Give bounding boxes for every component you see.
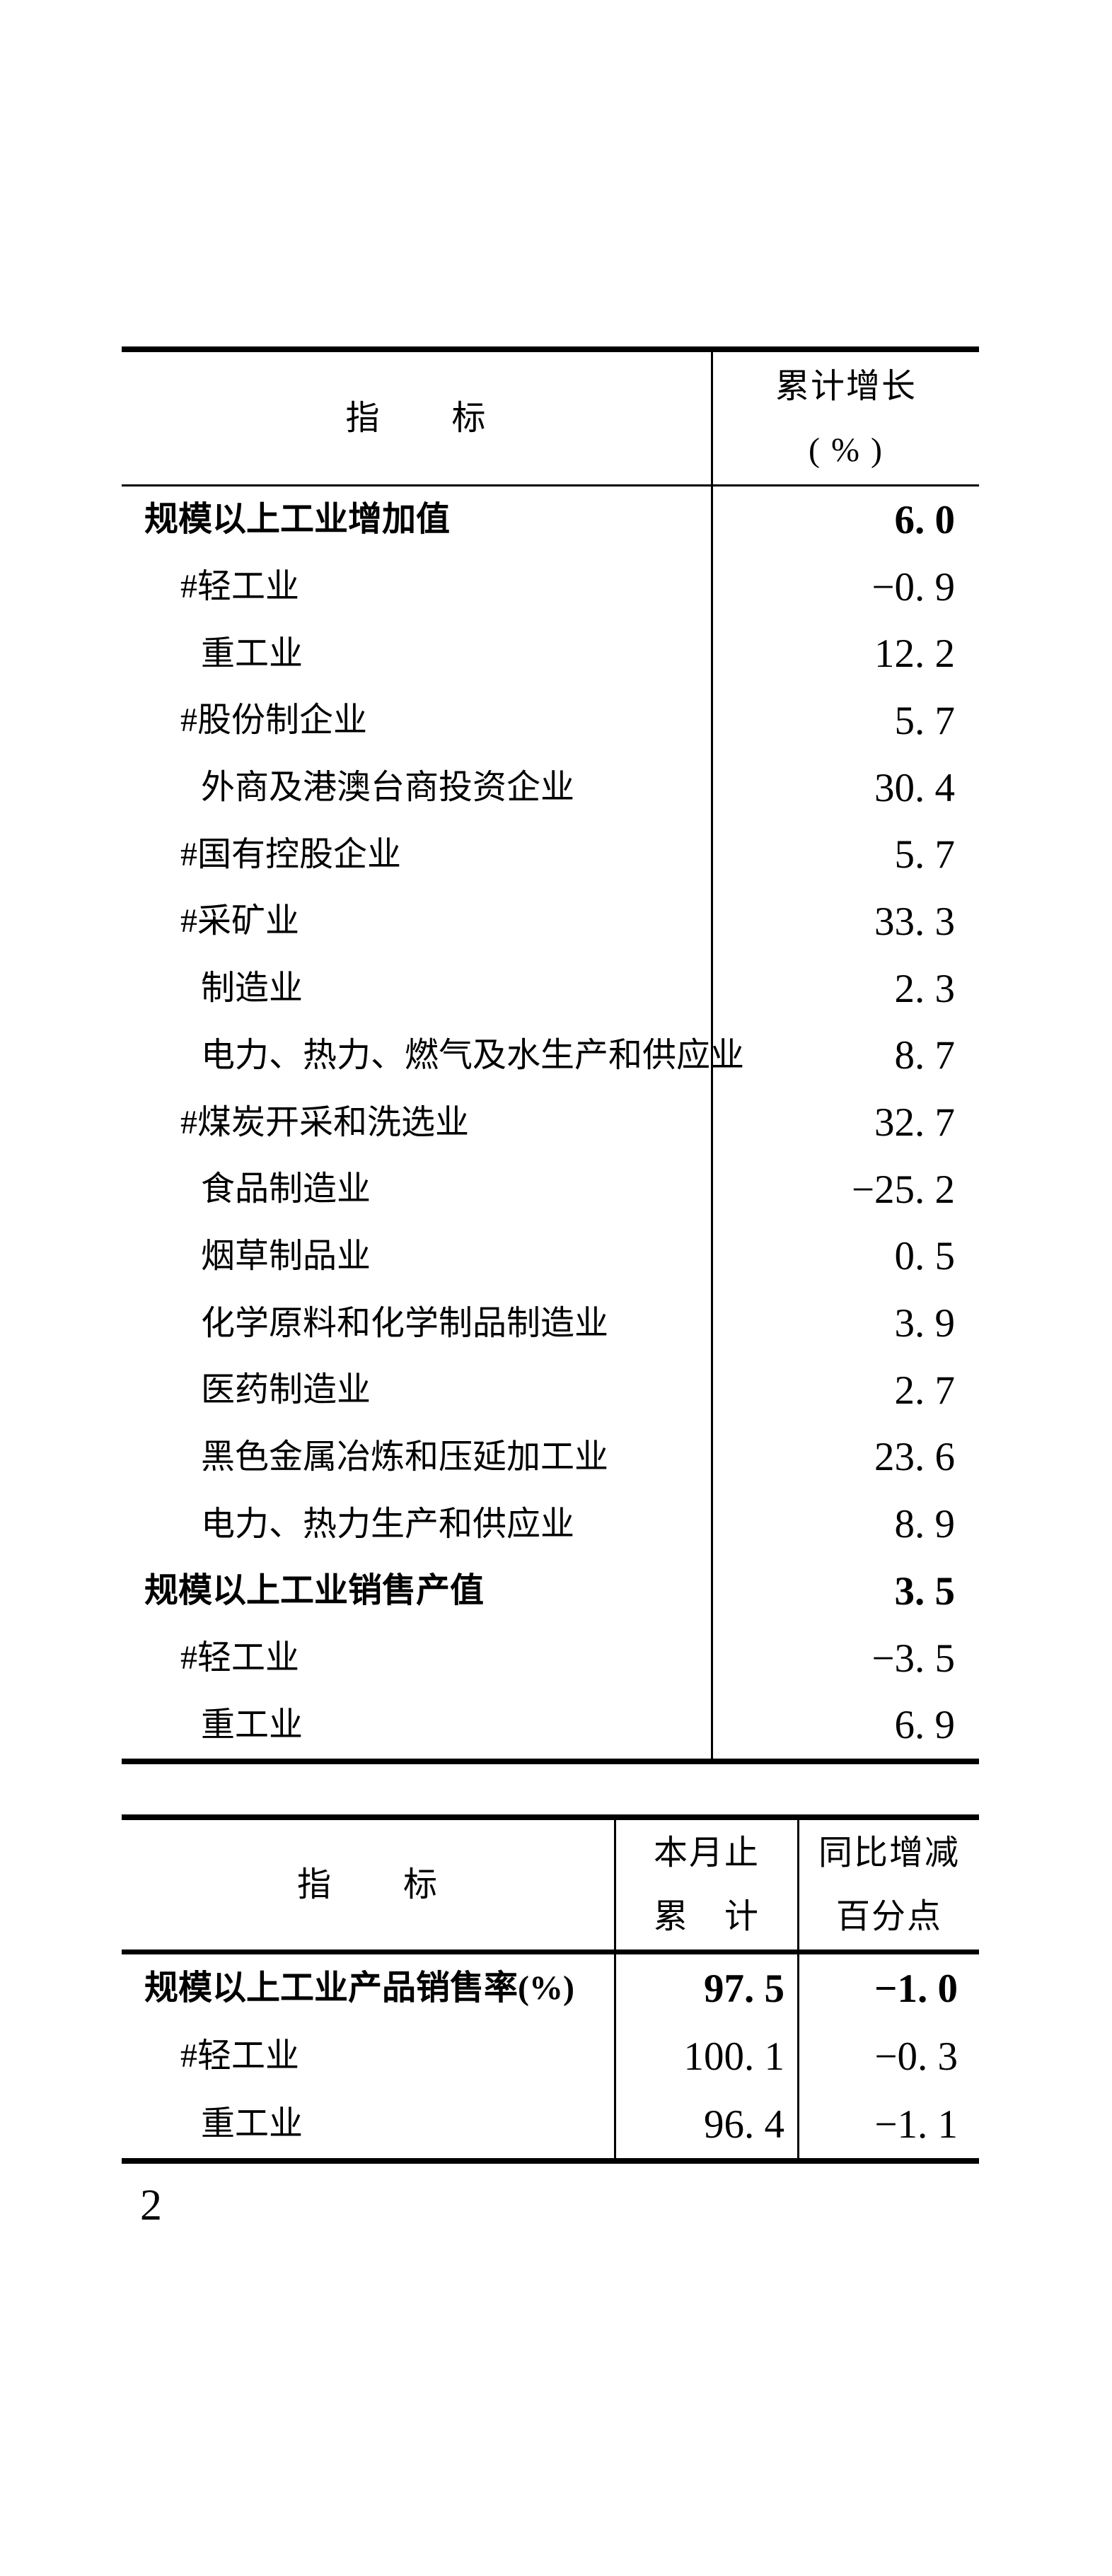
row-growth-value: 2. 7 bbox=[711, 1356, 979, 1424]
row-indicator-label: 电力、热力生产和供应业 bbox=[201, 1505, 575, 1543]
row-growth-value: −0. 9 bbox=[711, 553, 979, 621]
row-growth-value: 32. 7 bbox=[711, 1089, 979, 1156]
row-indicator-label: #煤炭开采和洗选业 bbox=[180, 1103, 470, 1141]
row-growth-value: 12. 2 bbox=[711, 620, 979, 688]
table-row: 化学原料和化学制品制造业 3. 9 bbox=[122, 1290, 979, 1357]
table-row: 烟草制品业 0. 5 bbox=[122, 1223, 979, 1290]
table1-header-cumulative-growth: 累计增长 ( % ) bbox=[711, 352, 979, 484]
row-indicator-label: 制造业 bbox=[201, 969, 303, 1008]
table-row: 食品制造业 −25. 2 bbox=[122, 1155, 979, 1223]
row-growth-value: 6. 9 bbox=[711, 1691, 979, 1759]
row-growth-value: 33. 3 bbox=[711, 888, 979, 955]
table-row: 电力、热力生产和供应业 8. 9 bbox=[122, 1491, 979, 1558]
row-cumulative-value: 96. 4 bbox=[614, 2090, 797, 2158]
row-growth-value: 5. 7 bbox=[711, 821, 979, 889]
row-indicator-label: 规模以上工业增加值 bbox=[144, 501, 451, 539]
row-indicator-label: #轻工业 bbox=[180, 1639, 300, 1677]
row-indicator-label: #采矿业 bbox=[180, 902, 300, 940]
row-indicator-label: #国有控股企业 bbox=[180, 835, 402, 873]
table-row: 重工业 6. 9 bbox=[122, 1691, 979, 1759]
row-indicator-label: 医药制造业 bbox=[201, 1371, 371, 1409]
table-row: #股份制企业 5. 7 bbox=[122, 687, 979, 754]
table-row: 重工业 96. 4 −1. 1 bbox=[122, 2090, 979, 2158]
row-yoy-change-value: −1. 1 bbox=[797, 2090, 979, 2158]
table2-header-yoy-change: 同比增减 百分点 bbox=[797, 1820, 979, 1950]
table-row: 规模以上工业增加值 6. 0 bbox=[122, 486, 979, 554]
table-row: 规模以上工业销售产值 3. 5 bbox=[122, 1558, 979, 1625]
row-growth-value: 0. 5 bbox=[711, 1223, 979, 1290]
row-indicator-label: 规模以上工业销售产值 bbox=[144, 1572, 485, 1610]
row-cumulative-value: 97. 5 bbox=[614, 1954, 797, 2022]
table1-header-cumulative-growth-line1: 累计增长 bbox=[775, 367, 917, 405]
row-indicator-label: 重工业 bbox=[201, 1706, 303, 1744]
table-row: #轻工业 100. 1 −0. 3 bbox=[122, 2022, 979, 2090]
row-indicator-label: 规模以上工业产品销售率(%) bbox=[144, 1969, 574, 2007]
row-growth-value: 3. 5 bbox=[711, 1558, 979, 1625]
row-indicator-label: 食品制造业 bbox=[201, 1170, 371, 1208]
table2-rows: 规模以上工业产品销售率(%) 97. 5 −1. 0 #轻工业 100. 1 −… bbox=[122, 1954, 979, 2158]
row-growth-value: 30. 4 bbox=[711, 754, 979, 822]
table2-sales-rate: 指 标 本月止 累 计 同比增减 百分点 规模以上工业产品销售率(%) 97. … bbox=[122, 1814, 979, 2164]
row-indicator-label: #股份制企业 bbox=[180, 701, 368, 740]
table1-rows: 规模以上工业增加值 6. 0 #轻工业 −0. 9 重工业 12. 2 #股份制… bbox=[122, 486, 979, 1759]
row-indicator-label: 黑色金属冶炼和压延加工业 bbox=[201, 1438, 609, 1476]
row-growth-value: 5. 7 bbox=[711, 687, 979, 754]
table-row: #轻工业 −3. 5 bbox=[122, 1624, 979, 1692]
table-row: 规模以上工业产品销售率(%) 97. 5 −1. 0 bbox=[122, 1954, 979, 2022]
table-row: 重工业 12. 2 bbox=[122, 620, 979, 688]
table-row: 制造业 2. 3 bbox=[122, 955, 979, 1022]
table-row: #轻工业 −0. 9 bbox=[122, 553, 979, 621]
table2-header-cumulative-line2: 累 计 bbox=[653, 1897, 760, 1935]
table-row: #煤炭开采和洗选业 32. 7 bbox=[122, 1089, 979, 1156]
row-growth-value: −25. 2 bbox=[711, 1155, 979, 1223]
table-row: 电力、热力、燃气及水生产和供应业 8. 7 bbox=[122, 1022, 979, 1090]
row-growth-value: 6. 0 bbox=[711, 486, 979, 554]
table1-cumulative-growth: 指 标 累计增长 ( % ) 规模以上工业增加值 6. 0 #轻工业 −0. 9… bbox=[122, 346, 979, 1765]
row-indicator-label: #轻工业 bbox=[180, 568, 300, 606]
row-indicator-label: 化学原料和化学制品制造业 bbox=[201, 1304, 609, 1342]
row-indicator-label: 外商及港澳台商投资企业 bbox=[201, 769, 575, 807]
table2-header-month-to-date-line1: 本月止 bbox=[653, 1834, 760, 1872]
row-growth-value: 2. 3 bbox=[711, 955, 979, 1022]
row-growth-value: −3. 5 bbox=[711, 1624, 979, 1692]
row-indicator-label: 烟草制品业 bbox=[201, 1237, 371, 1275]
row-yoy-change-value: −1. 0 bbox=[797, 1954, 979, 2022]
row-indicator-label: 重工业 bbox=[201, 2105, 303, 2143]
row-cumulative-value: 100. 1 bbox=[614, 2022, 797, 2090]
row-yoy-change-value: −0. 3 bbox=[797, 2022, 979, 2090]
table2-header-indicator: 指 标 bbox=[296, 1865, 439, 1904]
row-indicator-label: #轻工业 bbox=[180, 2037, 300, 2075]
table-row: 医药制造业 2. 7 bbox=[122, 1356, 979, 1424]
table1-header-indicator: 指 标 bbox=[345, 399, 487, 437]
table2-header-month-to-date: 本月止 累 计 bbox=[614, 1820, 797, 1950]
table2-header-yoy-change-line1: 同比增减 bbox=[818, 1834, 960, 1872]
table2-header: 指 标 本月止 累 计 同比增减 百分点 bbox=[122, 1820, 979, 1954]
table2-header-percentage-points-line2: 百分点 bbox=[835, 1897, 942, 1935]
table-row: #国有控股企业 5. 7 bbox=[122, 821, 979, 889]
table-row: 外商及港澳台商投资企业 30. 4 bbox=[122, 754, 979, 822]
row-indicator-label: 电力、热力、燃气及水生产和供应业 bbox=[201, 1036, 745, 1074]
row-growth-value: 8. 9 bbox=[711, 1491, 979, 1558]
row-growth-value: 3. 9 bbox=[711, 1290, 979, 1357]
table1-header-percent-line2: ( % ) bbox=[809, 431, 884, 469]
row-indicator-label: 重工业 bbox=[201, 634, 303, 672]
row-growth-value: 8. 7 bbox=[711, 1022, 979, 1090]
table-row: #采矿业 33. 3 bbox=[122, 888, 979, 955]
page-number: 2 bbox=[140, 2181, 162, 2230]
table1-header: 指 标 累计增长 ( % ) bbox=[122, 352, 979, 486]
table-row: 黑色金属冶炼和压延加工业 23. 6 bbox=[122, 1423, 979, 1491]
row-growth-value: 23. 6 bbox=[711, 1423, 979, 1491]
